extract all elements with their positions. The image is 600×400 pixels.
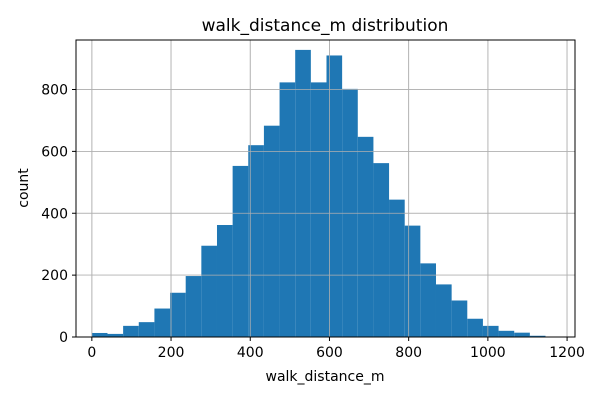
histogram-bar (482, 325, 499, 337)
histogram-bar (373, 163, 390, 337)
histogram-bar (216, 225, 233, 337)
x-tick-label: 200 (158, 345, 185, 361)
x-tick-label: 0 (87, 345, 96, 361)
histogram-bar (498, 330, 515, 337)
histogram-bar (138, 322, 155, 337)
histogram-bar (310, 82, 327, 338)
histogram-bar (529, 335, 546, 337)
chart-title: walk_distance_m distribution (202, 16, 449, 36)
histogram-bar (467, 318, 483, 337)
histogram-bar (404, 225, 421, 337)
y-tick-label: 200 (41, 268, 68, 284)
x-tick-label: 600 (316, 345, 343, 361)
histogram-bar (420, 263, 436, 337)
histogram-bar (123, 325, 139, 337)
plot-frame (75, 39, 576, 338)
histogram-bar (107, 333, 124, 337)
histogram-bar (357, 136, 374, 337)
y-tick-label: 0 (59, 330, 68, 346)
x-tick-label: 800 (395, 345, 422, 361)
histogram-bar (279, 82, 296, 338)
axes-frame (75, 39, 576, 338)
y-axis-label: count (16, 168, 32, 208)
histogram-bar (248, 145, 264, 337)
x-tick-label: 1000 (470, 345, 506, 361)
bars (76, 40, 575, 338)
histogram-bar (451, 300, 468, 337)
histogram-bar (201, 245, 217, 337)
y-tick-label: 800 (41, 83, 68, 99)
x-tick-label: 400 (237, 345, 264, 361)
y-tick-label: 400 (41, 206, 68, 222)
y-tick-label: 600 (41, 144, 68, 160)
histogram-bar (170, 292, 186, 337)
histogram-bar (326, 55, 343, 337)
histogram-bar (389, 199, 405, 337)
histogram-bar (435, 284, 452, 337)
histogram-bar (263, 125, 280, 338)
x-axis-label: walk_distance_m (266, 369, 385, 385)
histogram-bar (154, 308, 171, 337)
ticks: 0 200 400 600 800 1000 1200 0 200 400 600 800 (41, 83, 585, 362)
histogram-bar (185, 276, 202, 337)
histogram-bar (232, 165, 249, 337)
x-tick-label: 1200 (549, 345, 585, 361)
histogram-bar (514, 332, 530, 337)
histogram-bar (295, 49, 311, 338)
histogram-bar (91, 332, 108, 337)
